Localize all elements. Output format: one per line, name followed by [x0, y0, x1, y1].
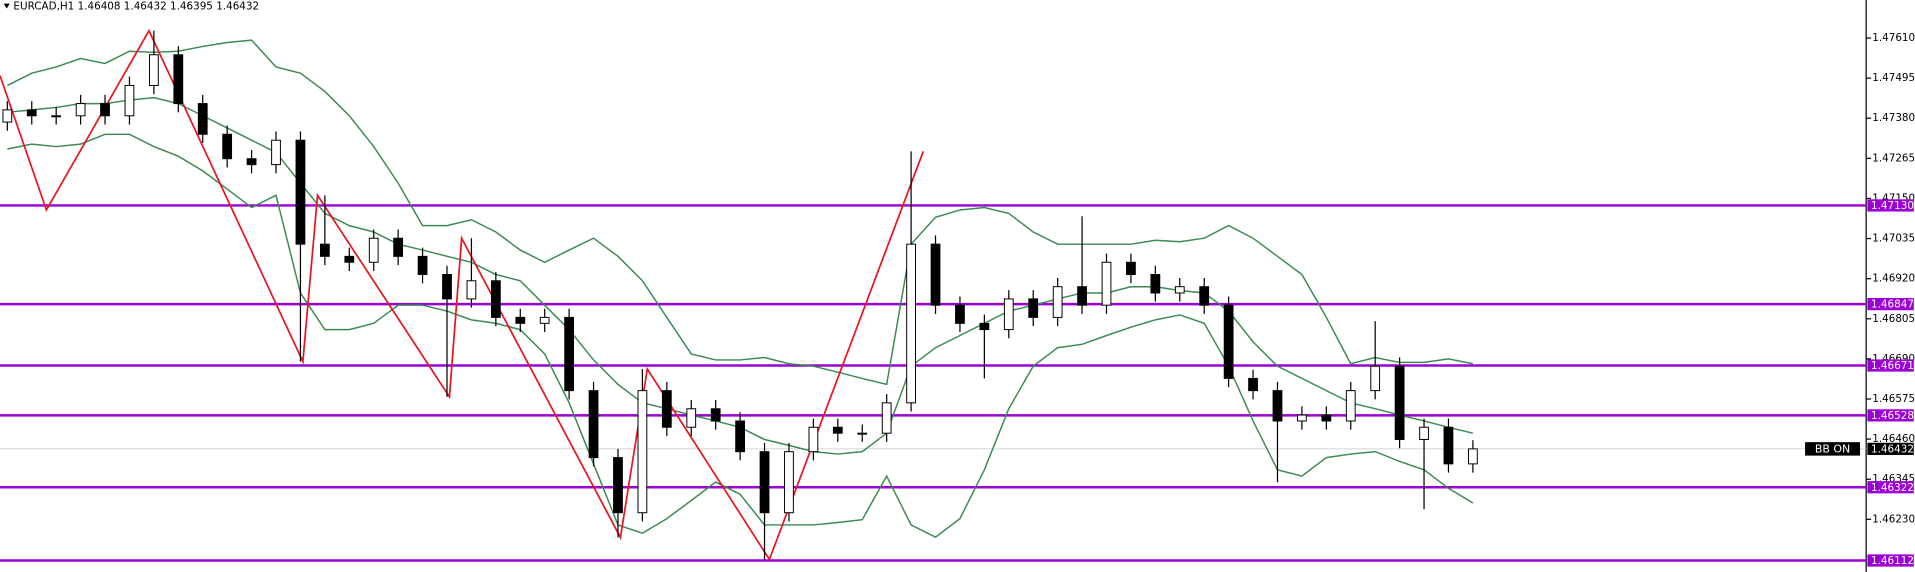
candle-body [1419, 426, 1429, 440]
level-label: 1.46671 [1871, 360, 1914, 372]
candle-body [881, 402, 892, 434]
y-tick-label: 1.46575 [1872, 393, 1915, 405]
y-tick-label: 1.47380 [1872, 112, 1915, 124]
candle-body [1394, 365, 1405, 440]
candle-body [1321, 414, 1332, 422]
candle-body [1248, 377, 1258, 392]
close-price: 1.46432 [216, 1, 259, 13]
candle-body [148, 54, 159, 86]
candle-body [173, 54, 184, 105]
candle-body [1150, 274, 1161, 294]
candle-body [539, 316, 550, 324]
level-label: 1.47130 [1871, 200, 1914, 212]
y-tick-label: 1.46230 [1872, 513, 1915, 525]
candle-body [344, 255, 355, 263]
open-price: 1.46408 [78, 1, 121, 13]
candle-body [1297, 414, 1307, 422]
y-tick-label: 1.46805 [1872, 313, 1915, 325]
candle-body [319, 243, 330, 257]
candle-body [442, 274, 452, 300]
level-label: 1.46528 [1871, 410, 1914, 422]
level-label-box [1867, 481, 1914, 494]
candle-body [51, 115, 62, 118]
y-tick-label: 1.47265 [1872, 152, 1915, 164]
candle-body [1223, 304, 1234, 379]
candle-body [588, 390, 599, 459]
candle-body [100, 103, 110, 117]
y-tick-label: 1.47035 [1872, 233, 1915, 245]
zigzag-line [0, 28, 925, 562]
candle-body [735, 420, 745, 453]
level-label-box [1867, 359, 1914, 372]
last-price-label: 1.46432 [1871, 443, 1914, 455]
candle-body [710, 408, 721, 422]
level-label-box [1867, 199, 1914, 212]
candle-body [637, 390, 648, 514]
candle-body [417, 255, 428, 275]
candle-body [222, 133, 233, 160]
candle-body [1345, 390, 1356, 422]
candle-body [613, 457, 623, 514]
candle-body [955, 304, 965, 324]
candle-body [930, 243, 941, 306]
candle-body [832, 426, 843, 434]
candle-body [564, 316, 575, 392]
candle-body [1028, 298, 1039, 318]
candle-body [295, 139, 306, 245]
candle-body [1174, 286, 1185, 294]
candle-body [75, 103, 86, 117]
candle-body [979, 322, 990, 331]
indicator-box [1805, 442, 1861, 456]
low-price: 1.46395 [170, 1, 213, 13]
candle-body [368, 237, 379, 263]
candle-body [197, 103, 208, 135]
indicator-label: BB ON [1815, 442, 1850, 455]
candle-body [1272, 390, 1283, 422]
candle-body [1443, 426, 1454, 465]
candle-body [1468, 448, 1478, 465]
y-tick-label: 1.46460 [1872, 433, 1915, 445]
y-tick-label: 1.47610 [1872, 32, 1915, 44]
candle-body [271, 139, 281, 166]
candle-body [808, 426, 819, 453]
high-price: 1.46432 [124, 1, 167, 13]
candle-body [393, 237, 404, 257]
y-tick-label: 1.46920 [1872, 273, 1915, 285]
candle-body [1052, 286, 1063, 318]
level-label-box [1867, 554, 1914, 567]
candle-body [246, 158, 257, 166]
candle-body [2, 109, 13, 123]
y-tick-label: 1.47495 [1872, 72, 1915, 84]
candle-body [1101, 261, 1112, 306]
chart-header: EURCAD,H1 1.46408 1.46432 1.46395 1.4643… [13, 1, 259, 13]
level-label-box [1867, 298, 1914, 311]
candle-body [515, 316, 526, 324]
candle-body [686, 408, 697, 428]
candle-body [124, 84, 135, 117]
candle-body [1126, 261, 1136, 275]
level-label-box [1867, 409, 1914, 422]
candle-body [857, 432, 868, 435]
bollinger-lower [7, 133, 1474, 539]
candle-body [1370, 365, 1381, 392]
candle-body [26, 109, 37, 117]
candle-body [1199, 286, 1210, 306]
candle-body [906, 243, 916, 404]
candle-body [1003, 298, 1014, 331]
last-price-box [1867, 442, 1914, 455]
menu-triangle[interactable] [3, 3, 10, 9]
bollinger-upper [7, 39, 1474, 386]
candle-body [490, 280, 501, 318]
candle-body [759, 451, 770, 514]
level-label: 1.46112 [1871, 555, 1914, 567]
symbol: EURCAD,H1 [13, 1, 74, 13]
level-label: 1.46322 [1871, 482, 1914, 494]
candle-body [1077, 286, 1087, 306]
candle-body [784, 451, 794, 514]
candle-body [661, 390, 672, 428]
level-label: 1.46847 [1871, 299, 1914, 311]
candle-body [466, 280, 477, 300]
